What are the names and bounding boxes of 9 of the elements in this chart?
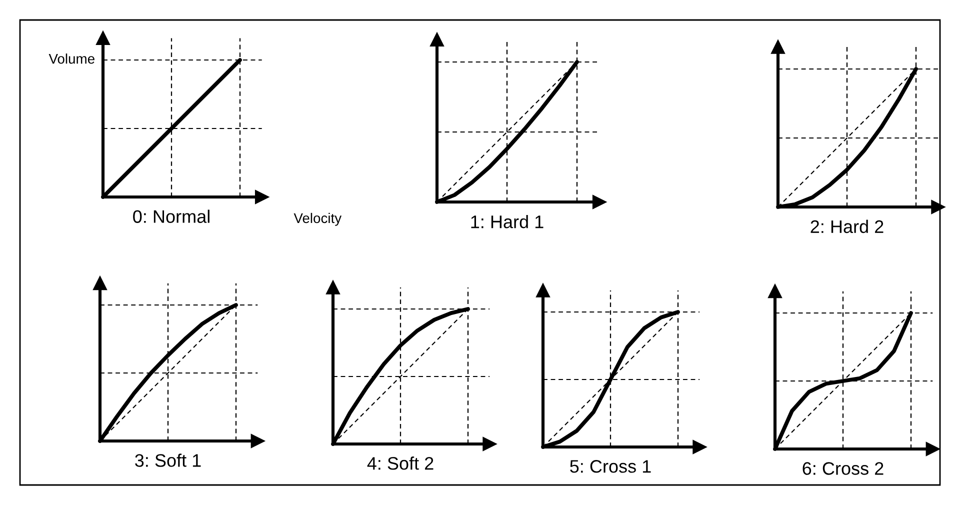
text: 4: Soft 2 <box>367 456 434 470</box>
y-axis-title: Volume <box>48 54 94 64</box>
text: 6: Cross 2 <box>802 462 884 475</box>
text: 2: Hard 2 <box>810 220 884 234</box>
text: 3: Soft 1 <box>135 454 201 467</box>
x-axis-title: Velocity <box>294 212 342 226</box>
text: 5: Cross 1 <box>570 460 651 473</box>
text: 1: Hard 1 <box>471 214 544 228</box>
text: 0: Normal <box>133 210 210 223</box>
